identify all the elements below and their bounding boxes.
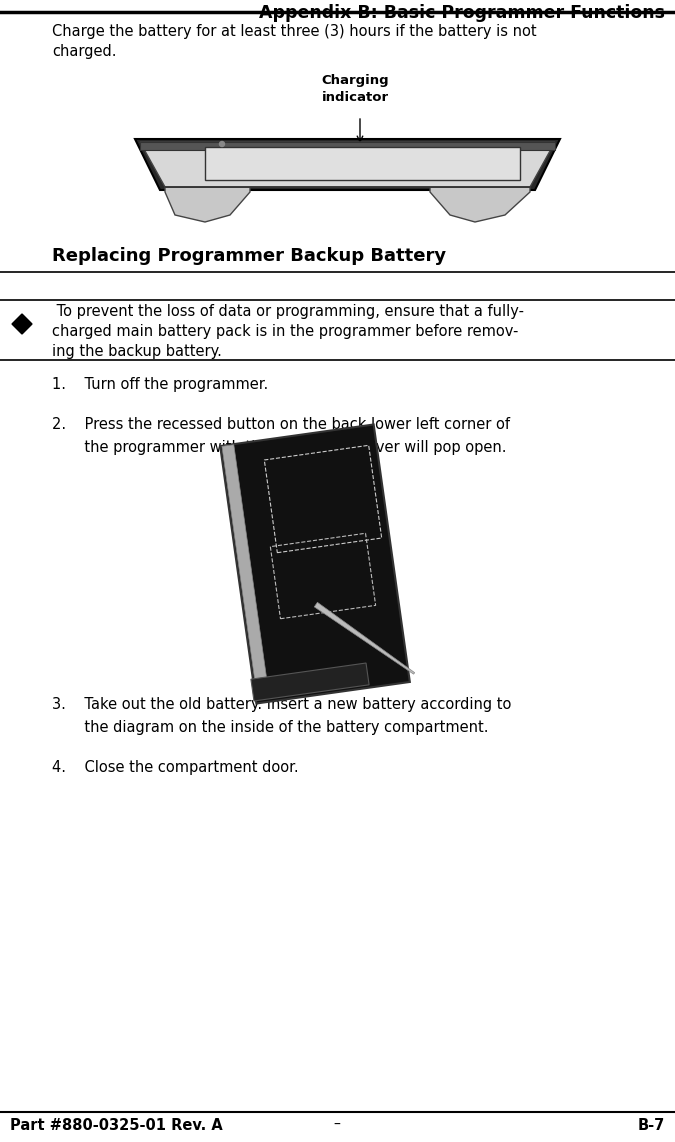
- Text: 2.    Press the recessed button on the back lower left corner of: 2. Press the recessed button on the back…: [52, 417, 510, 432]
- Text: To prevent the loss of data or programming, ensure that a fully-
charged main ba: To prevent the loss of data or programmi…: [52, 304, 524, 359]
- Polygon shape: [135, 139, 560, 190]
- Polygon shape: [140, 142, 555, 150]
- Text: Replacing Programmer Backup Battery: Replacing Programmer Backup Battery: [52, 247, 446, 265]
- Polygon shape: [140, 142, 555, 187]
- Text: the programmer with the stylus. The cover will pop open.: the programmer with the stylus. The cove…: [52, 440, 506, 455]
- Polygon shape: [251, 664, 369, 701]
- Circle shape: [219, 142, 225, 146]
- Text: –: –: [333, 1118, 340, 1132]
- Text: Charge the battery for at least three (3) hours if the battery is not
charged.: Charge the battery for at least three (3…: [52, 24, 537, 58]
- Polygon shape: [205, 147, 520, 180]
- Polygon shape: [220, 425, 410, 703]
- Text: B-7: B-7: [638, 1118, 665, 1133]
- Text: the diagram on the inside of the battery compartment.: the diagram on the inside of the battery…: [52, 719, 489, 735]
- Text: 1.    Turn off the programmer.: 1. Turn off the programmer.: [52, 377, 268, 392]
- Text: 4.    Close the compartment door.: 4. Close the compartment door.: [52, 759, 298, 775]
- Polygon shape: [12, 314, 32, 333]
- Text: 3.    Take out the old battery. Insert a new battery according to: 3. Take out the old battery. Insert a ne…: [52, 697, 512, 711]
- Text: Appendix B: Basic Programmer Functions: Appendix B: Basic Programmer Functions: [259, 5, 665, 22]
- Polygon shape: [165, 187, 250, 222]
- Polygon shape: [430, 187, 530, 222]
- Polygon shape: [315, 602, 414, 674]
- Text: Charging
indicator: Charging indicator: [321, 74, 389, 104]
- Polygon shape: [222, 444, 267, 683]
- Text: COMPAQ: COMPAQ: [325, 148, 400, 164]
- Text: Part #880-0325-01 Rev. A: Part #880-0325-01 Rev. A: [10, 1118, 223, 1133]
